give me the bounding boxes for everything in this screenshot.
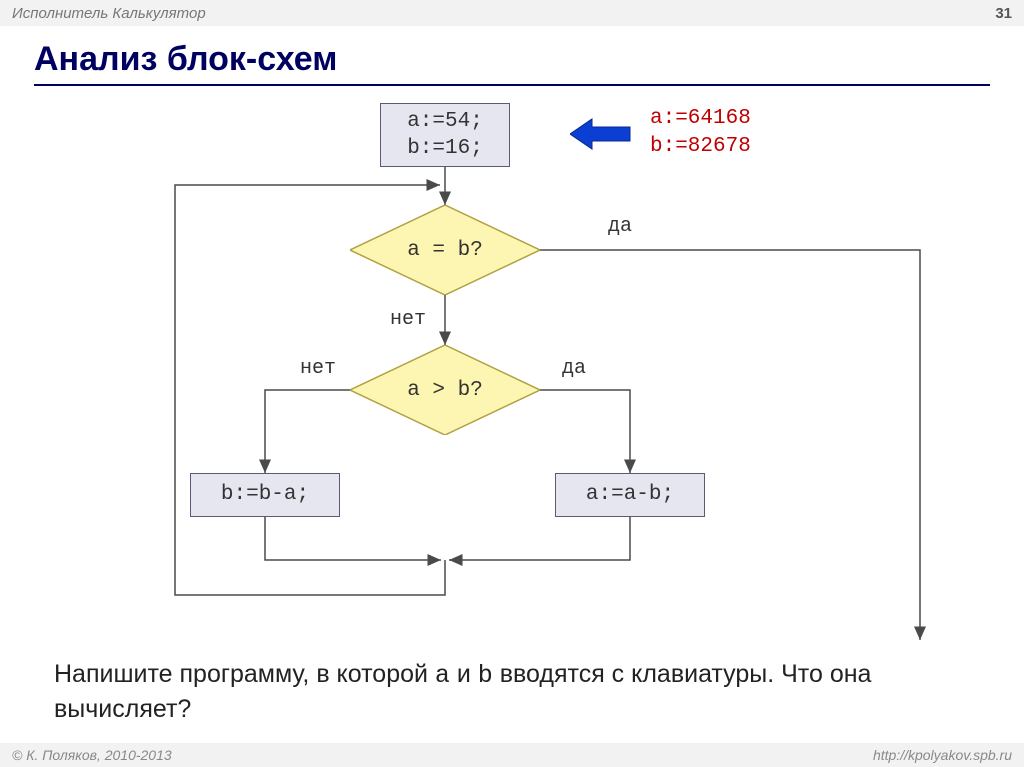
label-eq-da: да (608, 215, 632, 238)
edge-amb-merge (449, 517, 630, 560)
question-text: Напишите программу, в которой a и b ввод… (54, 658, 954, 727)
edge-gt-bma (265, 390, 350, 473)
node-init: a:=54; b:=16; (380, 103, 510, 167)
label-eq-net: нет (390, 308, 426, 331)
node-eq-label: a = b? (407, 239, 483, 262)
footer-bar: © К. Поляков, 2010-2013 http://kpolyakov… (0, 743, 1024, 767)
alt-line2: b:=82678 (650, 133, 751, 161)
page-number: 31 (995, 5, 1012, 22)
label-gt-net: нет (300, 357, 336, 380)
node-amb-label: a:=a-b; (586, 481, 674, 508)
page-title: Анализ блок-схем (34, 40, 337, 79)
node-bma: b:=b-a; (190, 473, 340, 517)
title-underline (34, 84, 990, 86)
label-gt-da: да (562, 357, 586, 380)
node-amb: a:=a-b; (555, 473, 705, 517)
footer-url: http://kpolyakov.spb.ru (873, 747, 1012, 763)
node-bma-label: b:=b-a; (221, 481, 309, 508)
node-gt-label: a > b? (407, 379, 483, 402)
edge-eq-exit (540, 250, 920, 640)
node-eq: a = b? (350, 205, 540, 295)
node-gt: a > b? (350, 345, 540, 435)
flowchart-canvas: a:=54; b:=16; a = b? a > b? b:=b-a; a:=a… (0, 95, 1024, 655)
breadcrumb: Исполнитель Калькулятор (12, 5, 206, 22)
node-init-line1: a:=54; (407, 108, 483, 135)
q-mid: и (450, 660, 478, 688)
footer-copyright: © К. Поляков, 2010-2013 (12, 747, 172, 763)
q-code-b: b (478, 661, 493, 690)
q-pre: Напишите программу, в которой (54, 660, 435, 688)
node-init-line2: b:=16; (407, 135, 483, 162)
q-code-a: a (435, 661, 450, 690)
alt-input-values: a:=64168 b:=82678 (650, 105, 751, 162)
edge-gt-amb (540, 390, 630, 473)
edge-bma-merge (265, 517, 441, 560)
header-bar: Исполнитель Калькулятор 31 (0, 0, 1024, 26)
alt-line1: a:=64168 (650, 105, 751, 133)
